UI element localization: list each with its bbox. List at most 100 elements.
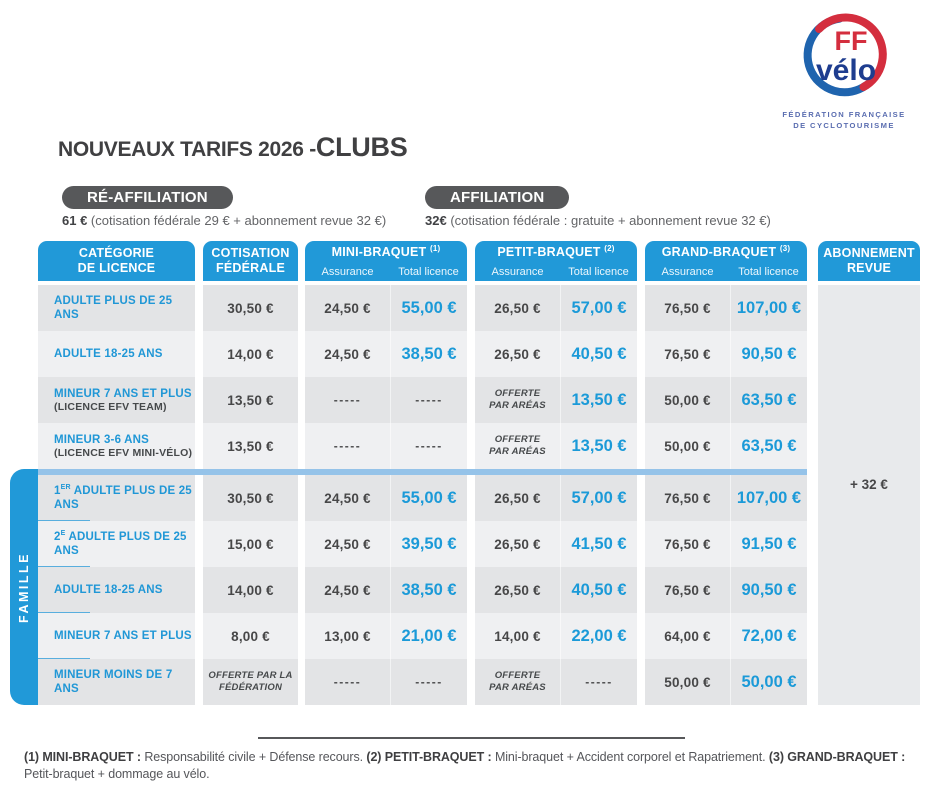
cotisation-cell: 15,00 € — [203, 521, 298, 567]
header-petit-braquet: PETIT-BRAQUET (2) Assurance Total licenc… — [475, 241, 637, 281]
affiliation-price-line: 32€ (cotisation fédérale : gratuite + ab… — [425, 213, 771, 228]
grand-total-cell: 90,50 € — [730, 567, 807, 613]
header-mini-subcolumns: Assurance Total licence — [321, 266, 459, 278]
mini-total-cell: 55,00 € — [390, 475, 467, 521]
column-gap — [467, 613, 475, 659]
category-label: MINEUR 7 ANS ET PLUS — [54, 387, 192, 400]
table-row: ADULTE PLUS DE 25 ANS 30,50 €24,50 €55,00… — [38, 285, 807, 331]
column-gap — [637, 659, 645, 705]
table-row: MINEUR 7 ANS ET PLUS 8,00 €13,00 €21,00 €… — [38, 613, 807, 659]
grand-total-cell: 63,50 € — [730, 377, 807, 423]
petit-total-cell: 57,00 € — [560, 285, 637, 331]
footnote: (1) MINI-BRAQUET : Responsabilité civile… — [24, 749, 920, 783]
footnote-term: (2) PETIT-BRAQUET : — [366, 750, 495, 764]
logo-velo-text: vélo — [816, 54, 876, 87]
header-grand-subcolumns: Assurance Total licence — [661, 266, 799, 278]
grand-assurance-cell: 50,00 € — [645, 423, 730, 469]
column-gap — [298, 659, 305, 705]
category-cell: 2E ADULTE PLUS DE 25 ANS — [38, 521, 195, 567]
column-gap — [195, 423, 203, 469]
mini-assurance-cell: 24,50 € — [305, 475, 390, 521]
category-label: 1ER ADULTE PLUS DE 25 ANS — [54, 483, 192, 511]
grand-total-cell: 63,50 € — [730, 423, 807, 469]
table-row: MINEUR 3-6 ANS (LICENCE EFV MINI-VÉLO) 13,… — [38, 423, 807, 469]
column-gap — [467, 423, 475, 469]
column-gap — [467, 567, 475, 613]
footnote-term: (3) GRAND-BRAQUET : — [768, 750, 906, 764]
column-gap — [467, 285, 475, 331]
ffvelo-logo: FF vélo FÉDÉRATION FRANÇAISE DE CYCLOTOU… — [774, 10, 914, 132]
column-gap — [467, 475, 475, 521]
column-gap — [637, 331, 645, 377]
mini-assurance-cell: 24,50 € — [305, 285, 390, 331]
grand-total-cell: 50,00 € — [730, 659, 807, 705]
grand-assurance-cell: 76,50 € — [645, 285, 730, 331]
mini-assurance-cell: 24,50 € — [305, 331, 390, 377]
column-gap — [298, 567, 305, 613]
mini-total-cell: 21,00 € — [390, 613, 467, 659]
category-cell: ADULTE 18-25 ANS — [38, 331, 195, 377]
grand-assurance-cell: 50,00 € — [645, 377, 730, 423]
category-cell: MINEUR 3-6 ANS (LICENCE EFV MINI-VÉLO) — [38, 423, 195, 469]
category-label: ADULTE 18-25 ANS — [54, 347, 163, 360]
grand-assurance-cell: 64,00 € — [645, 613, 730, 659]
abonnement-revue-column: + 32 € — [818, 285, 920, 705]
petit-total-cell: 40,50 € — [560, 567, 637, 613]
footer-divider — [258, 737, 685, 739]
header-gap — [298, 241, 305, 281]
petit-assurance-cell: 14,00 € — [475, 613, 560, 659]
header-gap — [637, 241, 645, 281]
grand-total-cell: 107,00 € — [730, 475, 807, 521]
petit-assurance-cell: 26,50 € — [475, 567, 560, 613]
logo-ff-text: FF — [835, 26, 868, 56]
affiliation-details: (cotisation fédérale : gratuite + abonne… — [446, 213, 771, 228]
mini-assurance-cell: ----- — [305, 659, 390, 705]
reaffiliation-badge: RÉ-AFFILIATION — [62, 186, 233, 209]
cotisation-cell: 30,50 € — [203, 285, 298, 331]
mini-total-cell: ----- — [390, 423, 467, 469]
table-row: 1ER ADULTE PLUS DE 25 ANS 30,50 €24,50 €5… — [38, 475, 807, 521]
column-gap — [637, 377, 645, 423]
pricing-table-header: CATÉGORIE DE LICENCE COTISATION FÉDÉRALE… — [38, 241, 920, 281]
column-gap — [195, 331, 203, 377]
grand-total-cell: 72,00 € — [730, 613, 807, 659]
header-gap — [195, 241, 203, 281]
grand-assurance-cell: 50,00 € — [645, 659, 730, 705]
category-label: MINEUR MOINS DE 7 ANS — [54, 668, 173, 695]
mini-total-cell: 39,50 € — [390, 521, 467, 567]
footnote-definition: Mini-braquet + Accident corporel et Rapa… — [494, 750, 769, 764]
petit-assurance-cell: OFFERTE PAR ARÉAS — [475, 659, 560, 705]
reaffiliation-block: RÉ-AFFILIATION 61 € (cotisation fédérale… — [62, 186, 386, 228]
header-abonnement: ABONNEMENT REVUE — [818, 241, 920, 281]
ffvelo-logo-icon: FF vélo — [803, 13, 887, 97]
grand-assurance-cell: 76,50 € — [645, 475, 730, 521]
petit-total-cell: ----- — [560, 659, 637, 705]
category-sublabel: (LICENCE EFV TEAM) — [54, 400, 167, 413]
grand-total-cell: 91,50 € — [730, 521, 807, 567]
column-gap — [637, 521, 645, 567]
column-gap — [195, 475, 203, 521]
petit-total-cell: 13,50 € — [560, 423, 637, 469]
category-sublabel: (LICENCE EFV MINI-VÉLO) — [54, 446, 193, 459]
category-label: 2E ADULTE PLUS DE 25 ANS — [54, 529, 187, 557]
column-gap — [298, 331, 305, 377]
footnote-term: (1) MINI-BRAQUET : — [24, 750, 145, 764]
mini-total-cell: 38,50 € — [390, 567, 467, 613]
mini-total-cell: ----- — [390, 377, 467, 423]
header-category: CATÉGORIE DE LICENCE — [38, 241, 195, 281]
category-cell: MINEUR 7 ANS ET PLUS (LICENCE EFV TEAM) — [38, 377, 195, 423]
column-gap — [298, 285, 305, 331]
footnote-definition: Petit-braquet + dommage au vélo. — [24, 766, 210, 781]
header-gap — [467, 241, 475, 281]
page-title: NOUVEAUX TARIFS 2026 - CLUBS — [58, 132, 408, 163]
mini-assurance-cell: ----- — [305, 377, 390, 423]
table-row: ADULTE 18-25 ANS 14,00 €24,50 €38,50 €26,… — [38, 331, 807, 377]
affiliation-badge: AFFILIATION — [425, 186, 570, 209]
column-gap — [298, 423, 305, 469]
column-gap — [195, 613, 203, 659]
table-row: ADULTE 18-25 ANS 14,00 €24,50 €38,50 €26,… — [38, 567, 807, 613]
reaffiliation-price-line: 61 € (cotisation fédérale 29 € + abonnem… — [62, 213, 386, 228]
reaffiliation-price: 61 € — [62, 213, 88, 228]
category-label: MINEUR 3-6 ANS — [54, 433, 150, 446]
